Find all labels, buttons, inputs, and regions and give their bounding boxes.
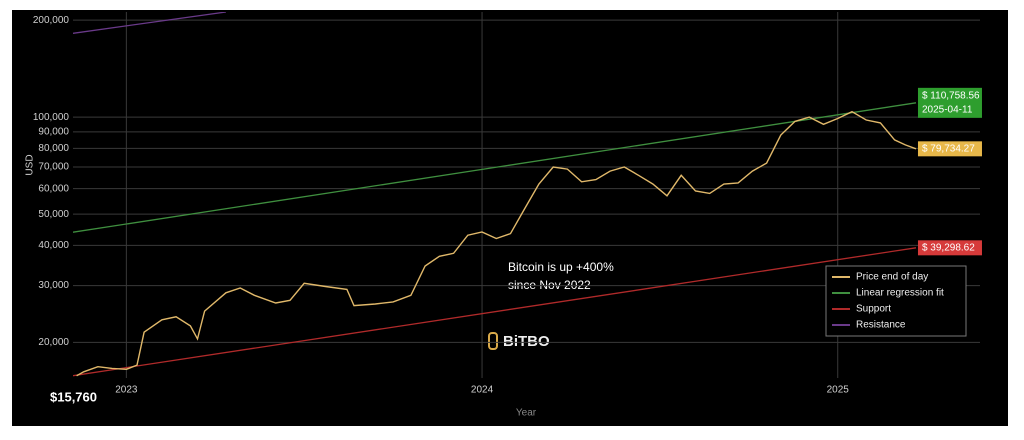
chart-background — [12, 10, 1008, 426]
series-line — [76, 110, 917, 377]
x-tick-label: 2023 — [115, 385, 138, 396]
start-label: $15,760 — [50, 389, 97, 404]
annotation: Bitcoin is up +400% — [508, 260, 614, 274]
y-tick-label: 30,000 — [38, 280, 69, 291]
plot-area — [73, 12, 980, 378]
end-label-text: $ 110,758.56 — [922, 90, 980, 101]
y-tick-label: 40,000 — [38, 240, 69, 251]
end-label-text: $ 39,298.62 — [922, 242, 975, 253]
watermark: BiTBO — [503, 333, 550, 350]
y-tick-label: 50,000 — [38, 209, 69, 220]
x-axis-label: Year — [516, 408, 537, 419]
end-label: $ 110,758.56 2025-04-11 — [917, 87, 982, 118]
end-label-text: $ 79,734.27 — [922, 143, 975, 154]
end-label-box — [917, 240, 982, 256]
end-label-subtext: 2025-04-11 — [922, 104, 973, 115]
legend-label: Linear regression fit — [856, 288, 944, 299]
end-label-box — [917, 141, 982, 157]
end-label: $ 39,298.62 — [917, 240, 982, 256]
end-label: $ 79,734.27 — [917, 141, 982, 157]
series-line — [73, 247, 917, 377]
y-tick-label: 70,000 — [38, 162, 69, 173]
y-tick-label: 90,000 — [38, 127, 69, 138]
legend-label: Price end of day — [856, 272, 928, 283]
y-tick-label: 60,000 — [38, 183, 69, 194]
series-line — [73, 12, 226, 34]
legend-label: Support — [856, 304, 891, 315]
y-axis-label: USD — [25, 154, 36, 175]
y-tick-label: 20,000 — [38, 337, 69, 348]
y-tick-label: 200,000 — [33, 15, 70, 26]
logo-icon — [488, 332, 498, 350]
end-label-box — [917, 87, 982, 118]
x-tick-label: 2025 — [827, 385, 850, 396]
legend: Price end of day Linear regression fit Sup… — [825, 265, 967, 337]
x-tick-label: 2024 — [471, 385, 494, 396]
y-tick-label: 80,000 — [38, 143, 69, 154]
legend-label: Resistance — [856, 320, 906, 331]
y-tick-label: 100,000 — [33, 112, 70, 123]
series-line — [73, 102, 917, 233]
